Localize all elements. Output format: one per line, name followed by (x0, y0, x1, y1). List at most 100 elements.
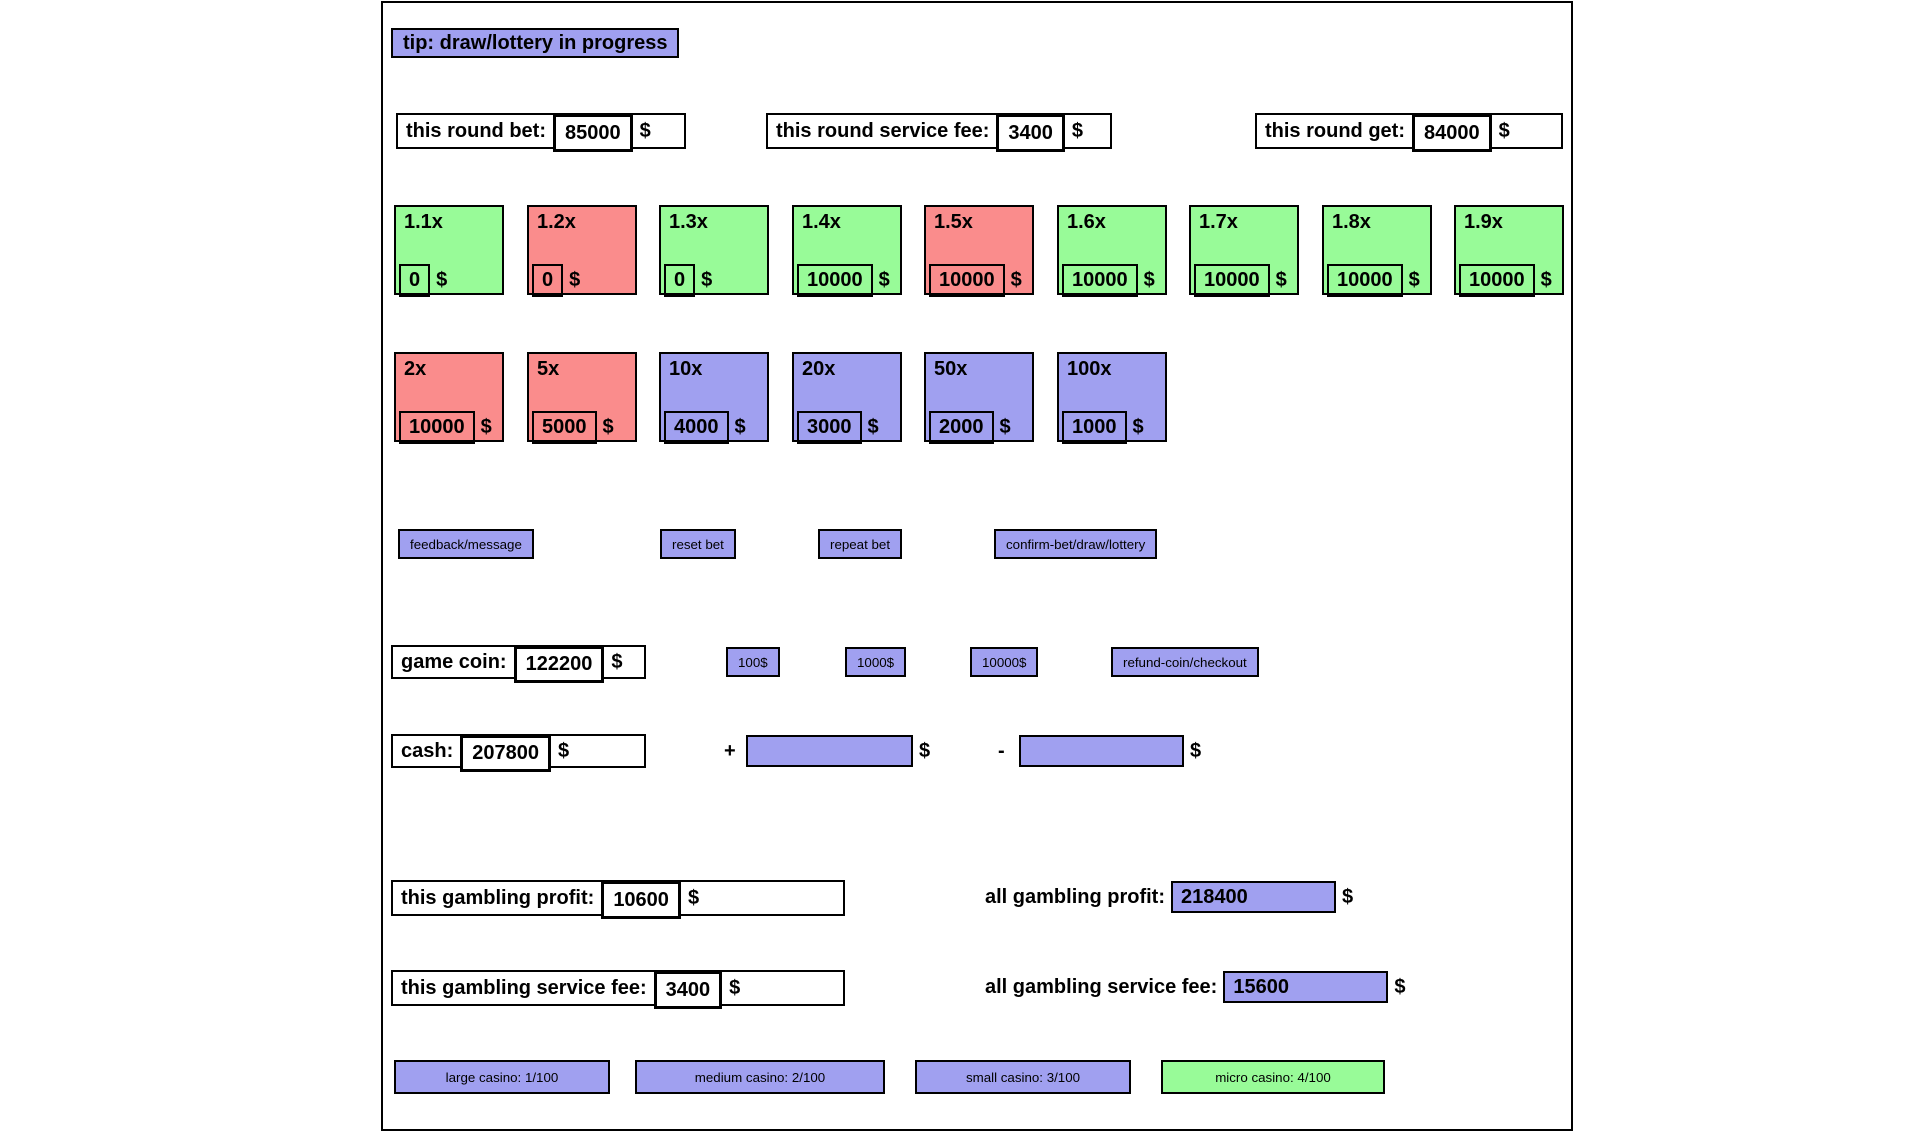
cash-minus-sign: - (998, 739, 1005, 762)
tile-1.6x[interactable]: 1.6x 10000 $ (1057, 205, 1167, 297)
micro-casino-button[interactable]: micro casino: 4/100 (1161, 1060, 1385, 1094)
tile-20x[interactable]: 20x 3000 $ (792, 352, 902, 444)
round-get-currency: $ (1498, 119, 1510, 142)
game-coin-box: game coin: 122200 $ (391, 645, 646, 683)
all-gambling-profit-label: all gambling profit: (985, 885, 1165, 908)
cash-box: cash: 207800 $ (391, 734, 646, 772)
tile-1.8x-label: 1.8x (1332, 211, 1371, 233)
all-gambling-profit-group: all gambling profit: 218400 $ (985, 881, 1353, 913)
tile-1.3x-currency: $ (701, 269, 713, 291)
tile-1.4x[interactable]: 1.4x 10000 $ (792, 205, 902, 297)
tile-1.6x-bet-input[interactable]: 10000 (1062, 264, 1138, 297)
refund-coin-checkout-button[interactable]: refund-coin/checkout (1111, 647, 1259, 677)
tile-1.5x-bet-input[interactable]: 10000 (929, 264, 1005, 297)
cash-plus-input[interactable] (746, 735, 913, 767)
tile-1.2x-currency: $ (569, 269, 581, 291)
game-coin-label: game coin: (401, 650, 507, 673)
round-get-label: this round get: (1265, 119, 1405, 142)
tile-10x-currency: $ (734, 416, 746, 438)
tile-1.7x-currency: $ (1275, 269, 1287, 291)
add-coin-100-button[interactable]: 100$ (726, 647, 780, 677)
this-gambling-fee-box: this gambling service fee: 3400 $ (391, 970, 845, 1009)
this-gambling-fee-value: 3400 (653, 971, 723, 1009)
tile-1.7x[interactable]: 1.7x 10000 $ (1189, 205, 1299, 297)
game-coin-currency: $ (611, 650, 623, 673)
cash-currency: $ (558, 739, 570, 762)
cash-value: 207800 (460, 735, 551, 772)
small-casino-button[interactable]: small casino: 3/100 (915, 1060, 1131, 1094)
tile-2x-bet-input[interactable]: 10000 (399, 411, 475, 444)
round-fee-box: this round service fee: 3400 $ (766, 113, 1112, 152)
tile-100x-label: 100x (1067, 358, 1112, 380)
round-fee-value: 3400 (996, 114, 1065, 152)
all-gambling-profit-value: 218400 (1171, 881, 1336, 913)
tile-50x[interactable]: 50x 2000 $ (924, 352, 1034, 444)
this-gambling-profit-value: 10600 (601, 881, 681, 919)
tile-1.1x[interactable]: 1.1x 0 $ (394, 205, 504, 297)
repeat-bet-button[interactable]: repeat bet (818, 529, 903, 559)
tile-1.3x-bet-input[interactable]: 0 (664, 264, 696, 297)
cash-minus-input[interactable] (1019, 735, 1184, 767)
add-coin-10000-button[interactable]: 10000$ (970, 647, 1039, 677)
tile-1.5x-label: 1.5x (934, 211, 973, 233)
all-gambling-fee-value: 15600 (1223, 971, 1389, 1003)
cash-minus-currency: $ (1190, 739, 1202, 762)
tile-1.3x[interactable]: 1.3x 0 $ (659, 205, 769, 297)
all-gambling-fee-group: all gambling service fee: 15600 $ (985, 971, 1405, 1003)
tile-1.2x[interactable]: 1.2x 0 $ (527, 205, 637, 297)
tip-banner: tip: draw/lottery in progress (391, 28, 680, 58)
tile-50x-label: 50x (934, 358, 968, 380)
tile-1.9x-currency: $ (1540, 269, 1552, 291)
tile-1.8x[interactable]: 1.8x 10000 $ (1322, 205, 1432, 297)
tile-1.4x-label: 1.4x (802, 211, 841, 233)
confirm-bet-draw-lottery-button[interactable]: confirm-bet/draw/lottery (994, 529, 1158, 559)
tile-10x-bet-input[interactable]: 4000 (664, 411, 729, 444)
tile-100x-currency: $ (1132, 416, 1144, 438)
tile-50x-bet-input[interactable]: 2000 (929, 411, 994, 444)
tile-2x[interactable]: 2x 10000 $ (394, 352, 504, 444)
tile-1.6x-label: 1.6x (1067, 211, 1106, 233)
tile-5x[interactable]: 5x 5000 $ (527, 352, 637, 444)
tile-1.8x-currency: $ (1408, 269, 1420, 291)
tile-1.1x-currency: $ (436, 269, 448, 291)
this-gambling-profit-label: this gambling profit: (401, 886, 595, 909)
tile-5x-bet-input[interactable]: 5000 (532, 411, 597, 444)
round-get-box: this round get: 84000 $ (1255, 113, 1563, 152)
casino-panel: tip: draw/lottery in progress this round… (381, 1, 1573, 1131)
tile-5x-currency: $ (602, 416, 614, 438)
tile-2x-currency: $ (480, 416, 492, 438)
add-coin-1000-button[interactable]: 1000$ (845, 647, 907, 677)
tile-1.3x-label: 1.3x (669, 211, 708, 233)
tile-1.7x-bet-input[interactable]: 10000 (1194, 264, 1270, 297)
large-casino-button[interactable]: large casino: 1/100 (394, 1060, 610, 1094)
round-bet-box: this round bet: 85000 $ (396, 113, 686, 152)
tile-1.9x[interactable]: 1.9x 10000 $ (1454, 205, 1564, 297)
tile-20x-bet-input[interactable]: 3000 (797, 411, 862, 444)
tile-10x-label: 10x (669, 358, 703, 380)
tile-100x[interactable]: 100x 1000 $ (1057, 352, 1167, 444)
round-bet-label: this round bet: (406, 119, 546, 142)
tile-10x[interactable]: 10x 4000 $ (659, 352, 769, 444)
round-fee-currency: $ (1071, 119, 1084, 142)
round-get-value: 84000 (1411, 114, 1492, 152)
round-bet-currency: $ (639, 119, 651, 142)
tile-1.4x-currency: $ (878, 269, 890, 291)
this-gambling-fee-label: this gambling service fee: (401, 976, 647, 999)
cash-plus-sign: + (724, 739, 736, 762)
tile-1.1x-bet-input[interactable]: 0 (399, 264, 431, 297)
tile-1.9x-bet-input[interactable]: 10000 (1459, 264, 1535, 297)
tile-100x-bet-input[interactable]: 1000 (1062, 411, 1127, 444)
game-coin-value: 122200 (513, 646, 605, 683)
this-gambling-fee-currency: $ (729, 976, 741, 999)
tile-20x-currency: $ (867, 416, 879, 438)
tile-1.5x[interactable]: 1.5x 10000 $ (924, 205, 1034, 297)
tile-1.8x-bet-input[interactable]: 10000 (1327, 264, 1403, 297)
medium-casino-button[interactable]: medium casino: 2/100 (635, 1060, 885, 1094)
feedback-message-button[interactable]: feedback/message (398, 529, 534, 559)
tile-2x-label: 2x (404, 358, 427, 380)
tile-1.2x-bet-input[interactable]: 0 (532, 264, 564, 297)
this-gambling-profit-box: this gambling profit: 10600 $ (391, 880, 845, 919)
cash-plus-currency: $ (919, 739, 931, 762)
reset-bet-button[interactable]: reset bet (660, 529, 736, 559)
tile-1.4x-bet-input[interactable]: 10000 (797, 264, 873, 297)
